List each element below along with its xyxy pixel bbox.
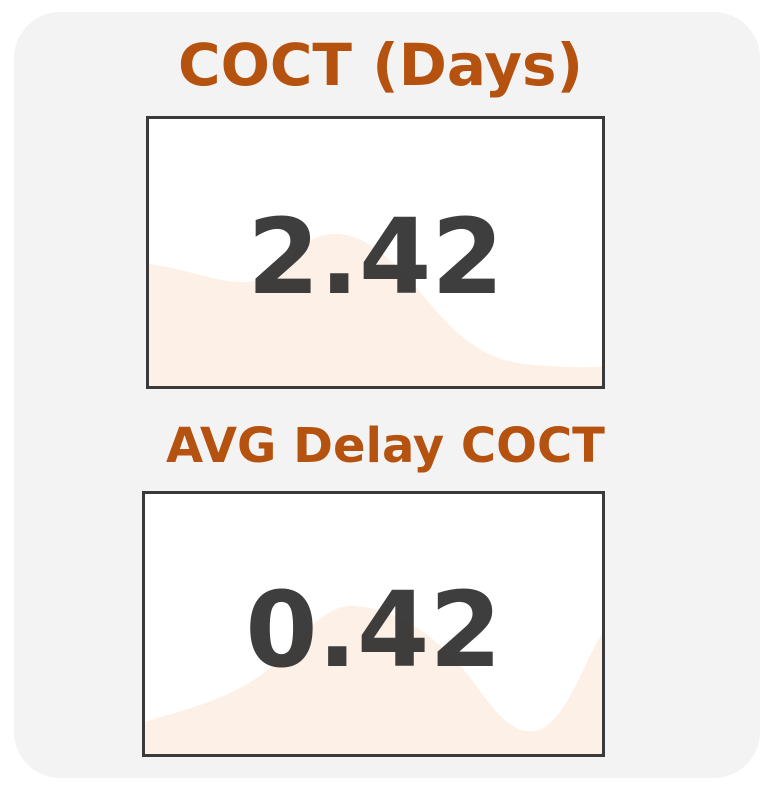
kpi-card-coct[interactable]: 2.42 [146, 116, 605, 389]
sparkline-fill-avg-delay-coct [145, 605, 602, 754]
kpi-card-avg-delay-coct[interactable]: 0.42 [142, 491, 605, 757]
kpi-value-coct: 2.42 [247, 196, 504, 318]
sparkline-fill-coct [149, 233, 602, 386]
sparkline-area-coct [149, 233, 602, 386]
kpi-value-avg-delay-coct: 0.42 [245, 569, 502, 691]
kpi-title-avg-delay-coct: AVG Delay COCT [166, 418, 605, 474]
kpi-title-coct: COCT (Days) [178, 31, 584, 99]
sparkline-area-avg-delay-coct [145, 605, 602, 754]
